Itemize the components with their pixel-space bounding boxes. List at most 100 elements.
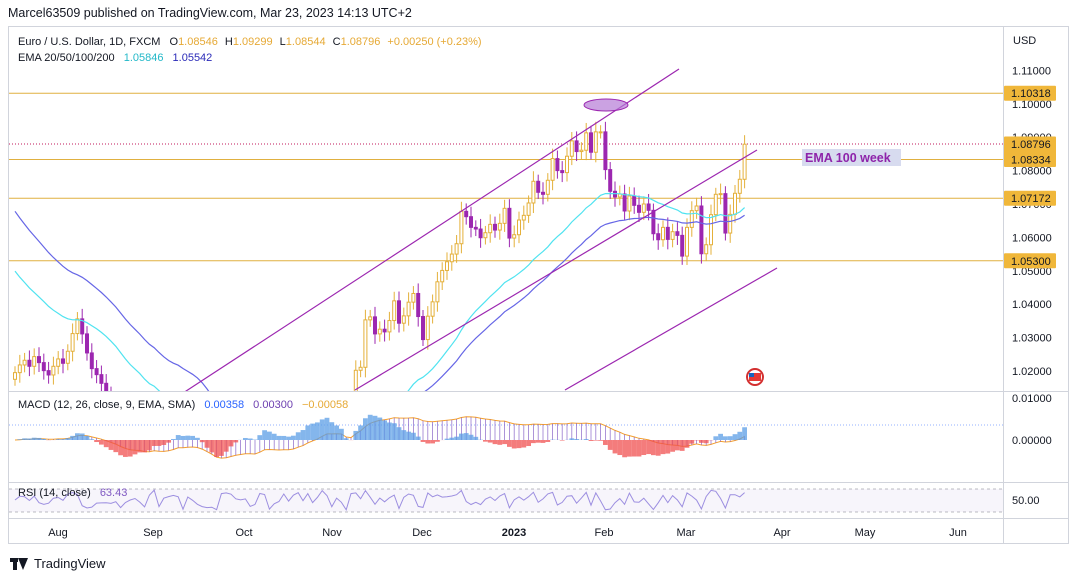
macd-label[interactable]: MACD (12, 26, close, 9, EMA, SMA)	[18, 399, 196, 411]
x-tick-label: Apr	[773, 527, 790, 539]
macd-histogram-bar	[209, 440, 215, 453]
macd-histogram-bar	[569, 438, 575, 440]
candle-body	[22, 359, 27, 366]
macd-histogram-bar	[689, 440, 695, 444]
candle-body	[665, 226, 670, 240]
macd-histogram-bar	[449, 437, 455, 440]
macd-histogram-bar	[358, 425, 363, 440]
x-tick-label: Dec	[412, 527, 432, 539]
macd-histogram-bar	[396, 427, 402, 440]
candle-body	[215, 542, 218, 568]
candle-body	[473, 226, 478, 230]
ema-legend: EMA 20/50/100/200 1.05846 1.05542	[18, 52, 212, 64]
candle-body	[718, 193, 723, 196]
candle-body	[637, 204, 641, 213]
ema-value-1: 1.05846	[123, 52, 164, 64]
macd-histogram-bar	[286, 436, 291, 440]
channel-line-lower	[564, 267, 778, 391]
candle-body	[406, 301, 411, 317]
candle-body	[89, 352, 94, 370]
price-label-value: 1.07172	[1011, 193, 1051, 205]
macd-histogram-bar	[127, 440, 133, 457]
candle-body	[85, 333, 89, 354]
candle-body	[311, 448, 314, 453]
ohlc-h-label: H	[224, 36, 233, 48]
x-tick-label: Jun	[949, 527, 967, 539]
macd-histogram-bar	[161, 440, 167, 445]
candle-body	[263, 467, 266, 488]
candle-body	[661, 226, 665, 241]
macd-histogram-bar	[526, 440, 531, 447]
macd-histogram-bar	[574, 439, 579, 440]
y-tick-label: 1.04000	[1012, 299, 1052, 311]
macd-histogram-bar	[521, 440, 527, 448]
macd-histogram-bar	[70, 435, 75, 440]
macd-histogram-bar	[228, 440, 234, 447]
chart-frame[interactable]	[8, 26, 1069, 544]
candle-body	[51, 365, 56, 376]
rsi-value: 63.43	[99, 487, 128, 499]
macd-histogram-bar	[598, 440, 603, 441]
macd-histogram-bar	[742, 427, 747, 440]
currency-label: USD	[1013, 35, 1036, 47]
event-flag-icon	[746, 368, 764, 386]
candle-body	[641, 203, 646, 213]
symbol-label[interactable]: Euro / U.S. Dollar, 1D, FXCM	[18, 36, 161, 48]
macd-histogram-bar	[502, 440, 507, 445]
macd-histogram-bar	[718, 433, 723, 440]
candle-body	[742, 143, 747, 180]
macd-histogram-bar	[353, 430, 359, 440]
macd-histogram-bar	[363, 418, 368, 440]
candle-body	[541, 191, 545, 195]
candle-body	[162, 453, 165, 457]
macd-histogram-bar	[559, 440, 565, 441]
candle-body	[440, 269, 445, 283]
y-tick-label: 1.10000	[1012, 99, 1052, 111]
macd-histogram-bar	[545, 440, 551, 442]
candle-body	[397, 300, 401, 324]
macd-histogram-bar	[305, 425, 311, 440]
candle-body	[225, 516, 228, 540]
candle-body	[335, 447, 338, 451]
macd-histogram-bar	[670, 440, 675, 452]
candle-body	[32, 356, 37, 367]
annotation-bg	[802, 149, 901, 166]
candle-body	[483, 232, 488, 239]
macd-histogram-bar	[281, 435, 287, 440]
macd-histogram-bar	[180, 435, 186, 440]
macd-histogram-bar	[377, 417, 383, 440]
macd-histogram-bar	[387, 422, 392, 440]
macd-histogram-bar	[310, 423, 315, 440]
y-tick-label: 1.08000	[1012, 166, 1052, 178]
macd-histogram-bar	[444, 438, 450, 440]
macd-histogram-bar	[17, 439, 23, 440]
candle-body	[589, 132, 593, 153]
publisher-line: Marcel63509 published on TradingView.com…	[8, 6, 412, 20]
macd-histogram-bar	[435, 440, 440, 442]
price-label-box	[1004, 151, 1056, 167]
candle-body	[579, 149, 584, 153]
macd-histogram-bar	[430, 440, 435, 444]
macd-histogram-bar	[699, 440, 704, 443]
macd-histogram-bar	[631, 440, 637, 457]
rsi-label[interactable]: RSI (14, close)	[18, 487, 91, 499]
candle-body	[488, 223, 493, 234]
macd-histogram-bar	[31, 437, 37, 440]
macd-histogram-bar	[147, 440, 152, 451]
macd-histogram-bar	[617, 440, 623, 456]
candle-body	[99, 374, 104, 384]
brand-name: TradingView	[34, 556, 106, 571]
macd-histogram-bar	[612, 440, 618, 454]
candle-body	[709, 214, 713, 246]
ema-label[interactable]: EMA 20/50/100/200	[18, 52, 115, 64]
macd-histogram-bar	[156, 440, 162, 446]
candle-body	[670, 231, 675, 240]
y-tick-label: 1.06000	[1012, 232, 1052, 244]
candle-body	[565, 155, 569, 174]
macd-histogram-bar	[190, 435, 195, 440]
tradingview-brand[interactable]: TradingView	[10, 556, 106, 571]
macd-histogram-bar	[665, 440, 671, 454]
highlight-ellipse	[583, 98, 629, 112]
macd-histogram-bar	[420, 440, 426, 442]
